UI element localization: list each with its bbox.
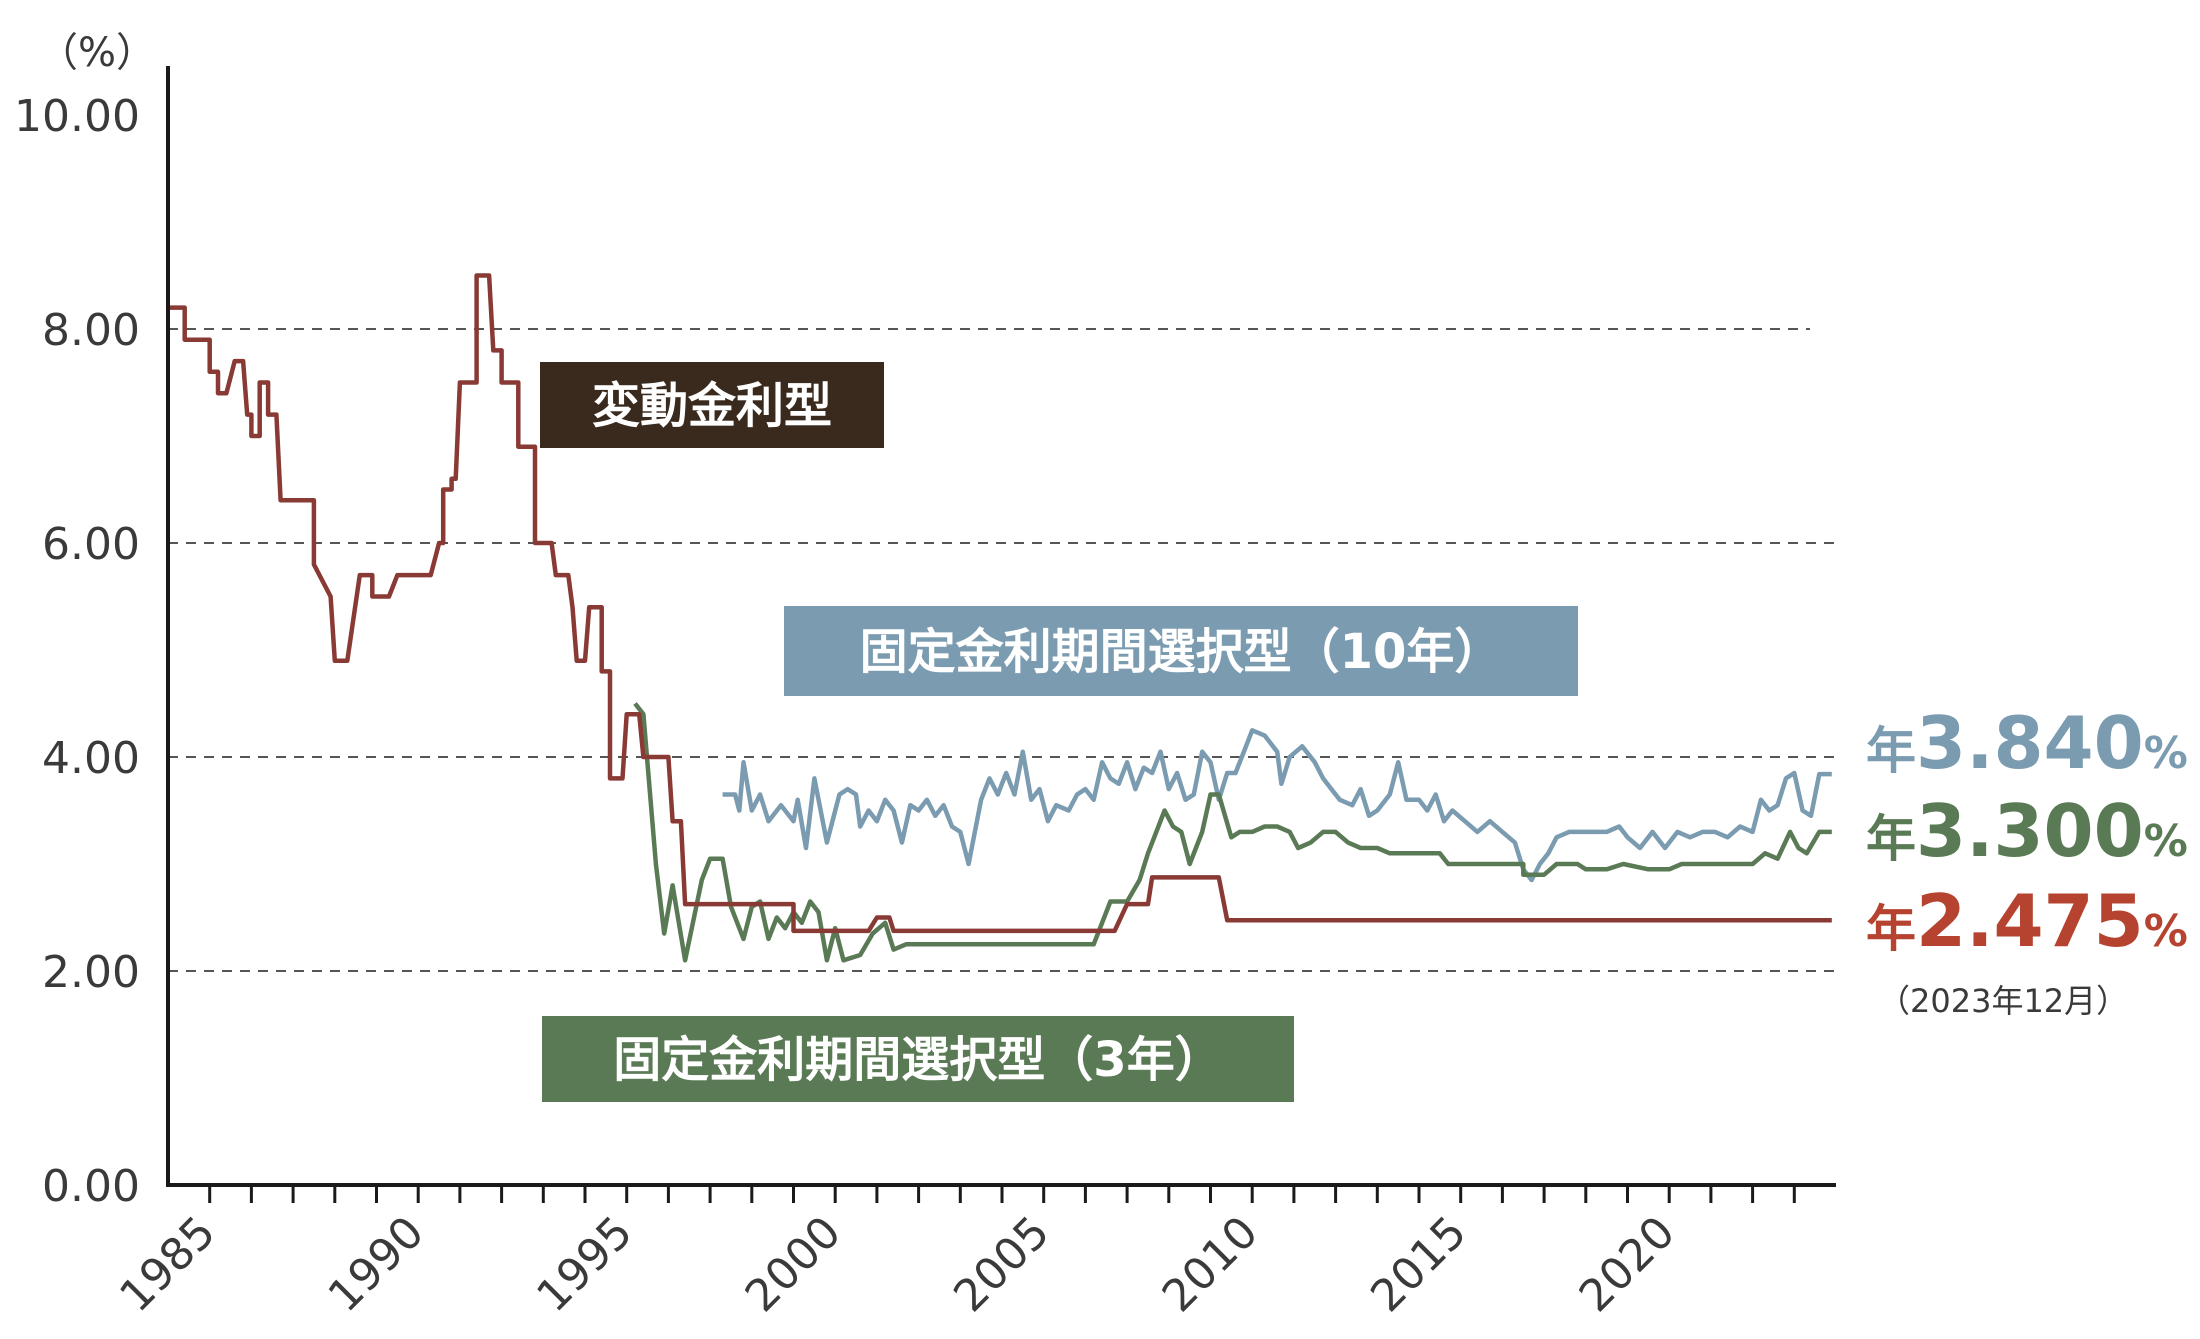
end-label-fixed-10y-value: 3.840 <box>1916 701 2144 785</box>
y-tick-label: 6.00 <box>42 519 140 570</box>
series-line-2 <box>633 702 1832 963</box>
series-line-0 <box>168 273 1832 934</box>
x-tick-label: 2010 <box>1153 1207 1268 1322</box>
series-label-floating-rate-box <box>540 362 884 448</box>
y-tick-label: 4.00 <box>42 733 140 784</box>
y-tick-label: 8.00 <box>42 305 140 356</box>
end-label-fixed-3y-suffix: % <box>2144 816 2188 867</box>
x-tick-label: 1995 <box>527 1207 642 1322</box>
y-tick-labels: 0.00 2.00 4.00 6.00 8.00 10.00 <box>14 91 140 1212</box>
x-tick-label: 2015 <box>1361 1207 1476 1322</box>
y-tick-label: 0.00 <box>42 1161 140 1212</box>
series-label-fixed-3y: 固定金利期間選択型（3年） <box>542 1016 1294 1102</box>
end-label-fixed-10y-suffix: % <box>2144 728 2188 779</box>
series-label-fixed-10y: 固定金利期間選択型（10年） <box>784 606 1578 696</box>
y-tick-label: 10.00 <box>14 91 140 142</box>
series-label-fixed-10y-box <box>784 606 1578 696</box>
end-label-fixed-10y: 年3.840% <box>1866 701 2188 785</box>
series-label-floating-rate-text: 変動金利型 <box>592 378 832 434</box>
series-label-floating-rate: 変動金利型 <box>540 362 884 448</box>
x-tick-label: 1985 <box>110 1207 225 1322</box>
grid-lines <box>168 328 1836 972</box>
end-label-fixed-3y-prefix: 年 <box>1866 810 1916 868</box>
end-label-floating-rate: 年2.475% <box>1866 879 2188 963</box>
x-tick-label: 1990 <box>319 1207 434 1322</box>
series-label-fixed-3y-box <box>542 1016 1294 1102</box>
x-tick-label: 2005 <box>944 1207 1059 1322</box>
end-label-floating-rate-suffix: % <box>2144 906 2188 957</box>
as-of-note: （2023年12月） <box>1878 982 2128 1020</box>
x-tick-marks: 1985 1990 1995 2000 2005 2010 2015 2020 <box>110 1185 1796 1322</box>
x-tick-label: 2000 <box>736 1207 851 1322</box>
series-label-fixed-10y-text: 固定金利期間選択型（10年） <box>860 624 1503 680</box>
end-label-floating-rate-value: 2.475 <box>1916 879 2144 963</box>
end-label-fixed-10y-prefix: 年 <box>1866 722 1916 780</box>
series-lines <box>168 273 1832 963</box>
series-label-fixed-3y-text: 固定金利期間選択型（3年） <box>613 1032 1222 1088</box>
y-tick-label: 2.00 <box>42 947 140 998</box>
end-label-fixed-3y-value: 3.300 <box>1916 789 2144 873</box>
y-axis-unit: （%） <box>38 30 156 76</box>
series-line-1 <box>722 728 1832 883</box>
x-tick-label: 2020 <box>1570 1207 1685 1322</box>
end-label-fixed-3y: 年3.300% <box>1866 789 2188 873</box>
end-label-floating-rate-prefix: 年 <box>1866 900 1916 958</box>
